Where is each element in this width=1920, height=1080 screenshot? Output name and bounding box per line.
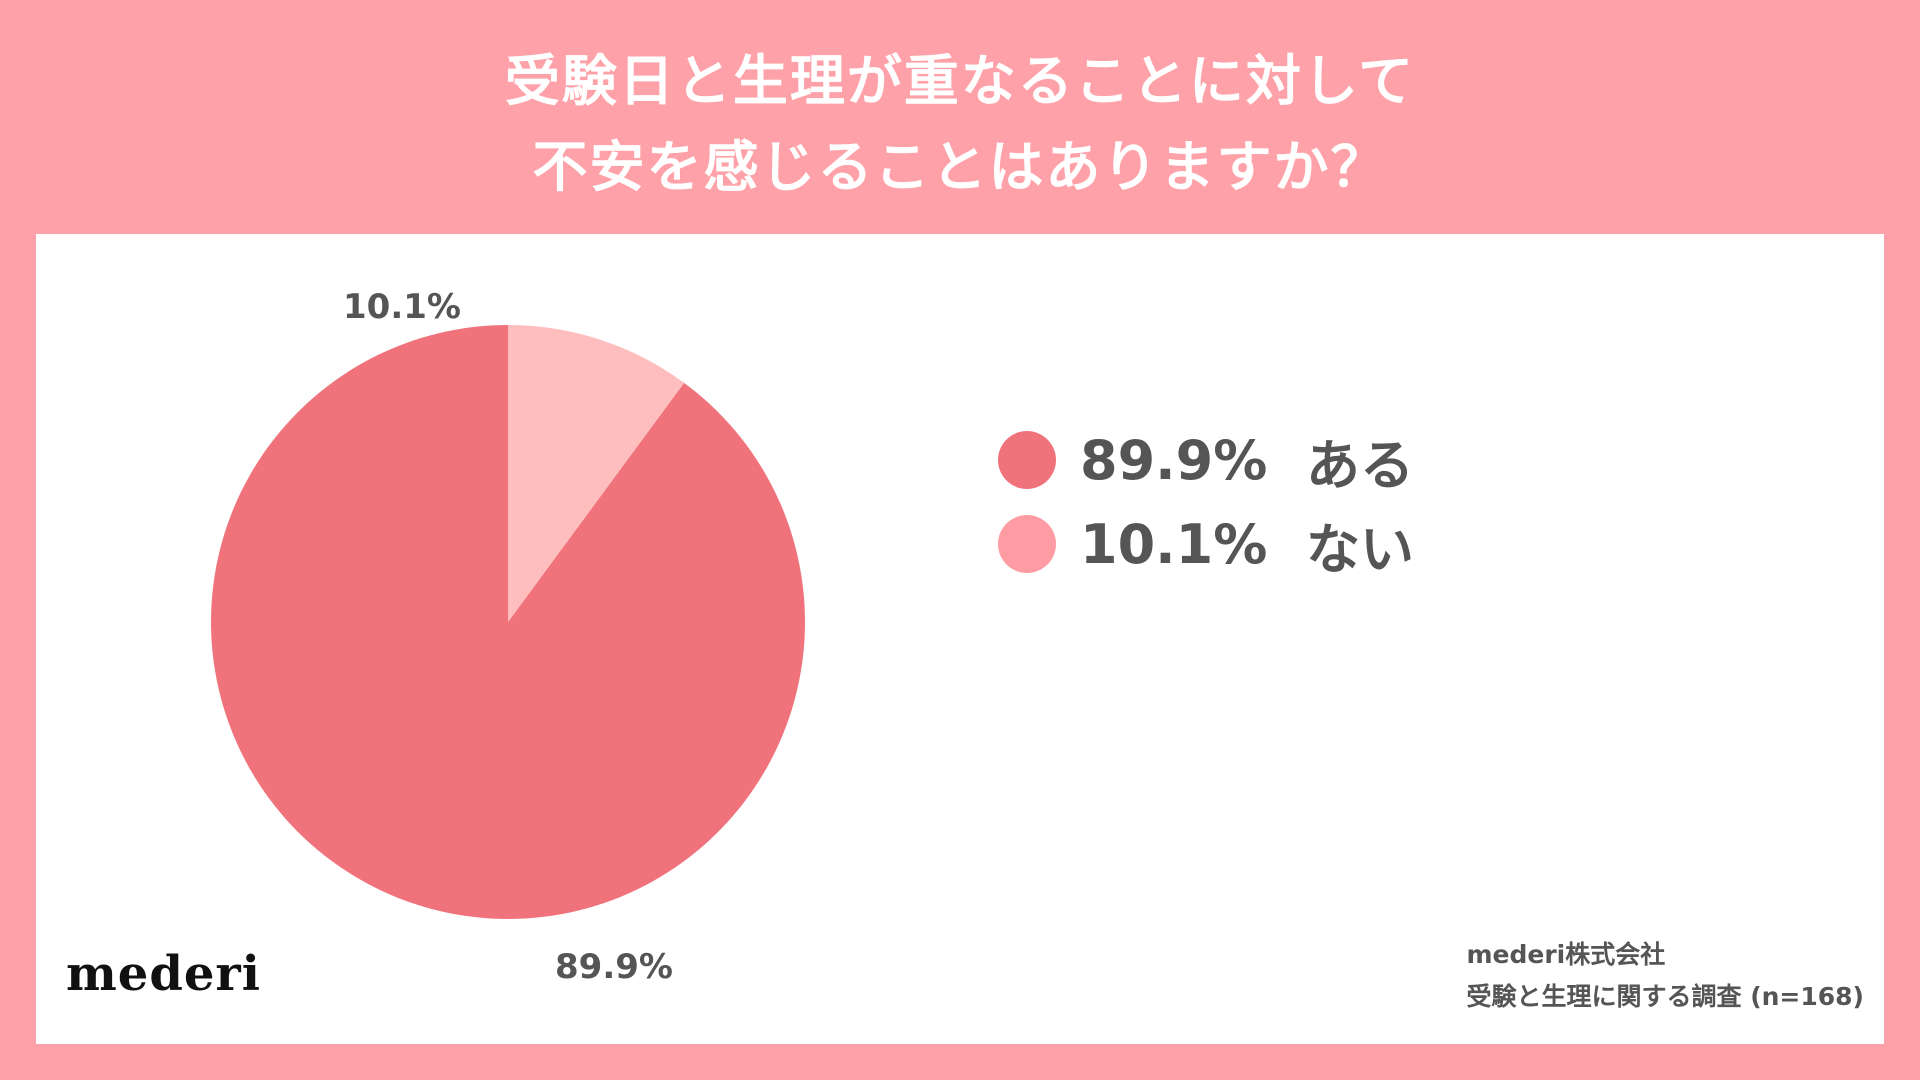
legend-swatch-nai <box>998 515 1056 573</box>
pie-data-label-nai: 10.1% <box>343 287 461 327</box>
legend-value-nai: 10.1% <box>1080 512 1268 576</box>
legend-value-aru: 89.9% <box>1080 428 1268 492</box>
pie-chart: 89.9% 10.1% <box>211 287 805 987</box>
legend: 89.9% ある 10.1% ない <box>998 418 1414 586</box>
chart-title-line-1: 受験日と生理が重なることに対して <box>504 49 1416 113</box>
mederi-logo: mederi <box>66 946 261 1002</box>
legend-label-aru: ある <box>1306 433 1414 497</box>
source-survey: 受験と生理に関する調査 (n=168) <box>1466 982 1865 1011</box>
chart-panel: 89.9% 10.1% 89.9% ある 10.1% ない mederi mede… <box>36 234 1884 1044</box>
chart-title: 受験日と生理が重なることに対して 不安を感じることはありますか？ <box>0 38 1920 210</box>
legend-label-nai: ない <box>1306 517 1414 581</box>
chart-title-line-2: 不安を感じることはありますか？ <box>532 135 1388 199</box>
legend-swatch-aru <box>998 431 1056 489</box>
pie-slice-nai <box>508 325 685 622</box>
source-company: mederi株式会社 <box>1466 940 1666 969</box>
legend-item-nai: 10.1% ない <box>998 502 1414 586</box>
pie-data-label-aru: 89.9% <box>555 947 673 987</box>
source-note: mederi株式会社 受験と生理に関する調査 (n=168) <box>1467 934 1865 1018</box>
legend-item-aru: 89.9% ある <box>998 418 1414 502</box>
